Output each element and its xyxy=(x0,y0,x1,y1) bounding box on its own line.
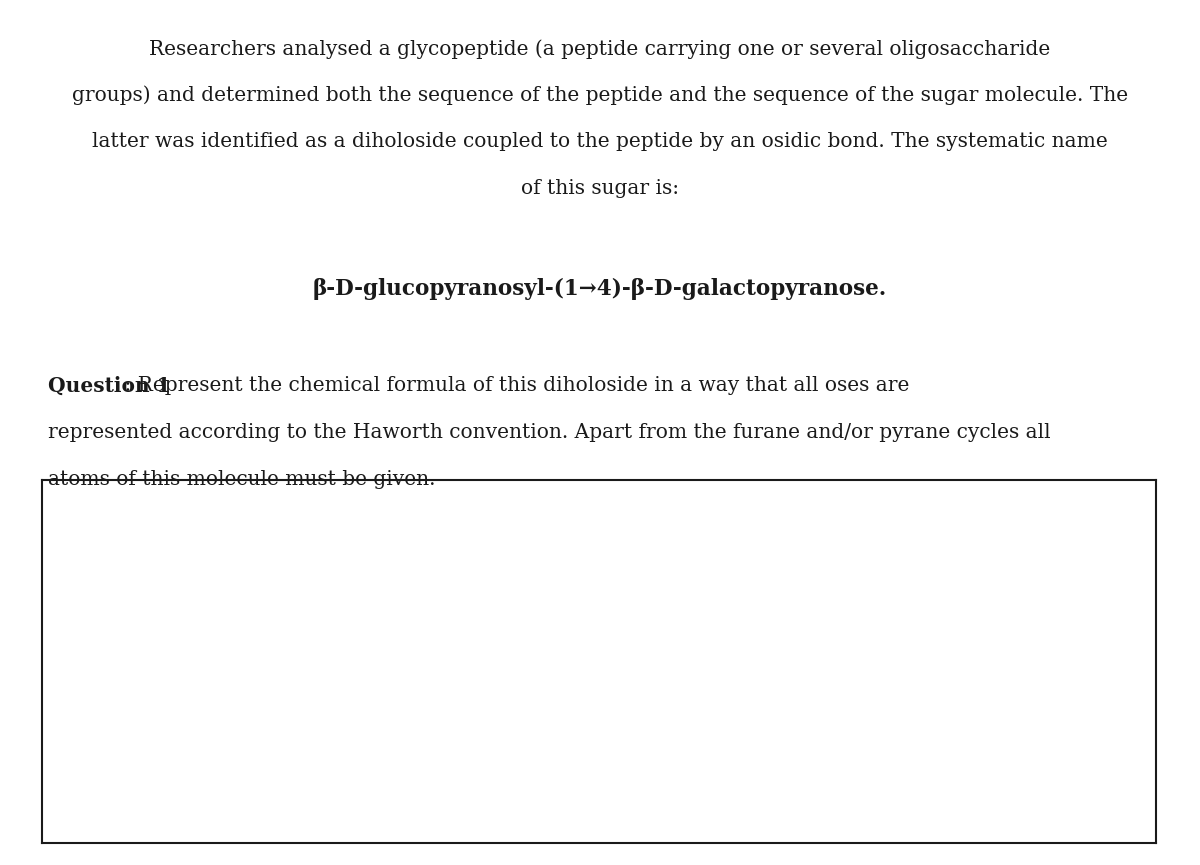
Text: represented according to the Haworth convention. Apart from the furane and/or py: represented according to the Haworth con… xyxy=(48,423,1051,442)
Text: β-D-glucopyranosyl-(1→4)-β-D-galactopyranose.: β-D-glucopyranosyl-(1→4)-β-D-galactopyra… xyxy=(313,278,887,300)
Text: latter was identified as a diholoside coupled to the peptide by an osidic bond. : latter was identified as a diholoside co… xyxy=(92,132,1108,151)
Text: of this sugar is:: of this sugar is: xyxy=(521,179,679,198)
Text: Researchers analysed a glycopeptide (a peptide carrying one or several oligosacc: Researchers analysed a glycopeptide (a p… xyxy=(149,39,1051,59)
Text: atoms of this molecule must be given.: atoms of this molecule must be given. xyxy=(48,470,436,489)
Text: groups) and determined both the sequence of the peptide and the sequence of the : groups) and determined both the sequence… xyxy=(72,86,1128,106)
Text: : Represent the chemical formula of this diholoside in a way that all oses are: : Represent the chemical formula of this… xyxy=(48,376,910,395)
Text: Question 1: Question 1 xyxy=(48,376,170,396)
